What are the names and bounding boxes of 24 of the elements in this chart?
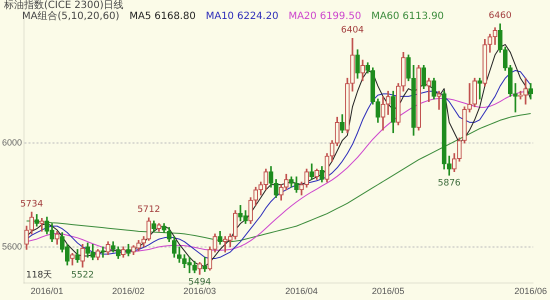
x-tick-label: 2016/03 (183, 286, 216, 296)
text: MA20 6199.50 (288, 11, 362, 22)
x-tick-label: 2016/05 (372, 286, 404, 296)
text: MA60 6113.90 (371, 11, 444, 22)
x-tick-label: 2016/01 (30, 286, 64, 296)
x-tick-label: 2016/04 (285, 286, 318, 296)
text: MA5 6168.80 (129, 11, 196, 22)
candlestick (100, 246, 106, 258)
annotation: 6460 (488, 11, 512, 22)
annotation: 118天 (26, 270, 52, 281)
annotation: 5522 (71, 270, 94, 280)
annotation: 5494 (188, 278, 212, 288)
y-tick-label: 5600 (2, 241, 22, 252)
annotation: 6404 (341, 26, 364, 36)
annotation: 5734 (20, 199, 44, 210)
chart-title: 标油指数(CICE 2300)日线 (4, 0, 124, 11)
x-tick-label: 2016/02 (112, 286, 145, 296)
annotation: 5712 (137, 205, 160, 216)
annotation: 5876 (438, 178, 461, 189)
text: MA10 6224.20 (206, 11, 278, 22)
x-tick-label: 2016/06 (514, 286, 547, 296)
chart-subtitle: MA组合(5,10,20,60) (22, 11, 120, 22)
candlestick (436, 90, 442, 110)
y-tick-label: 6000 (2, 138, 22, 148)
